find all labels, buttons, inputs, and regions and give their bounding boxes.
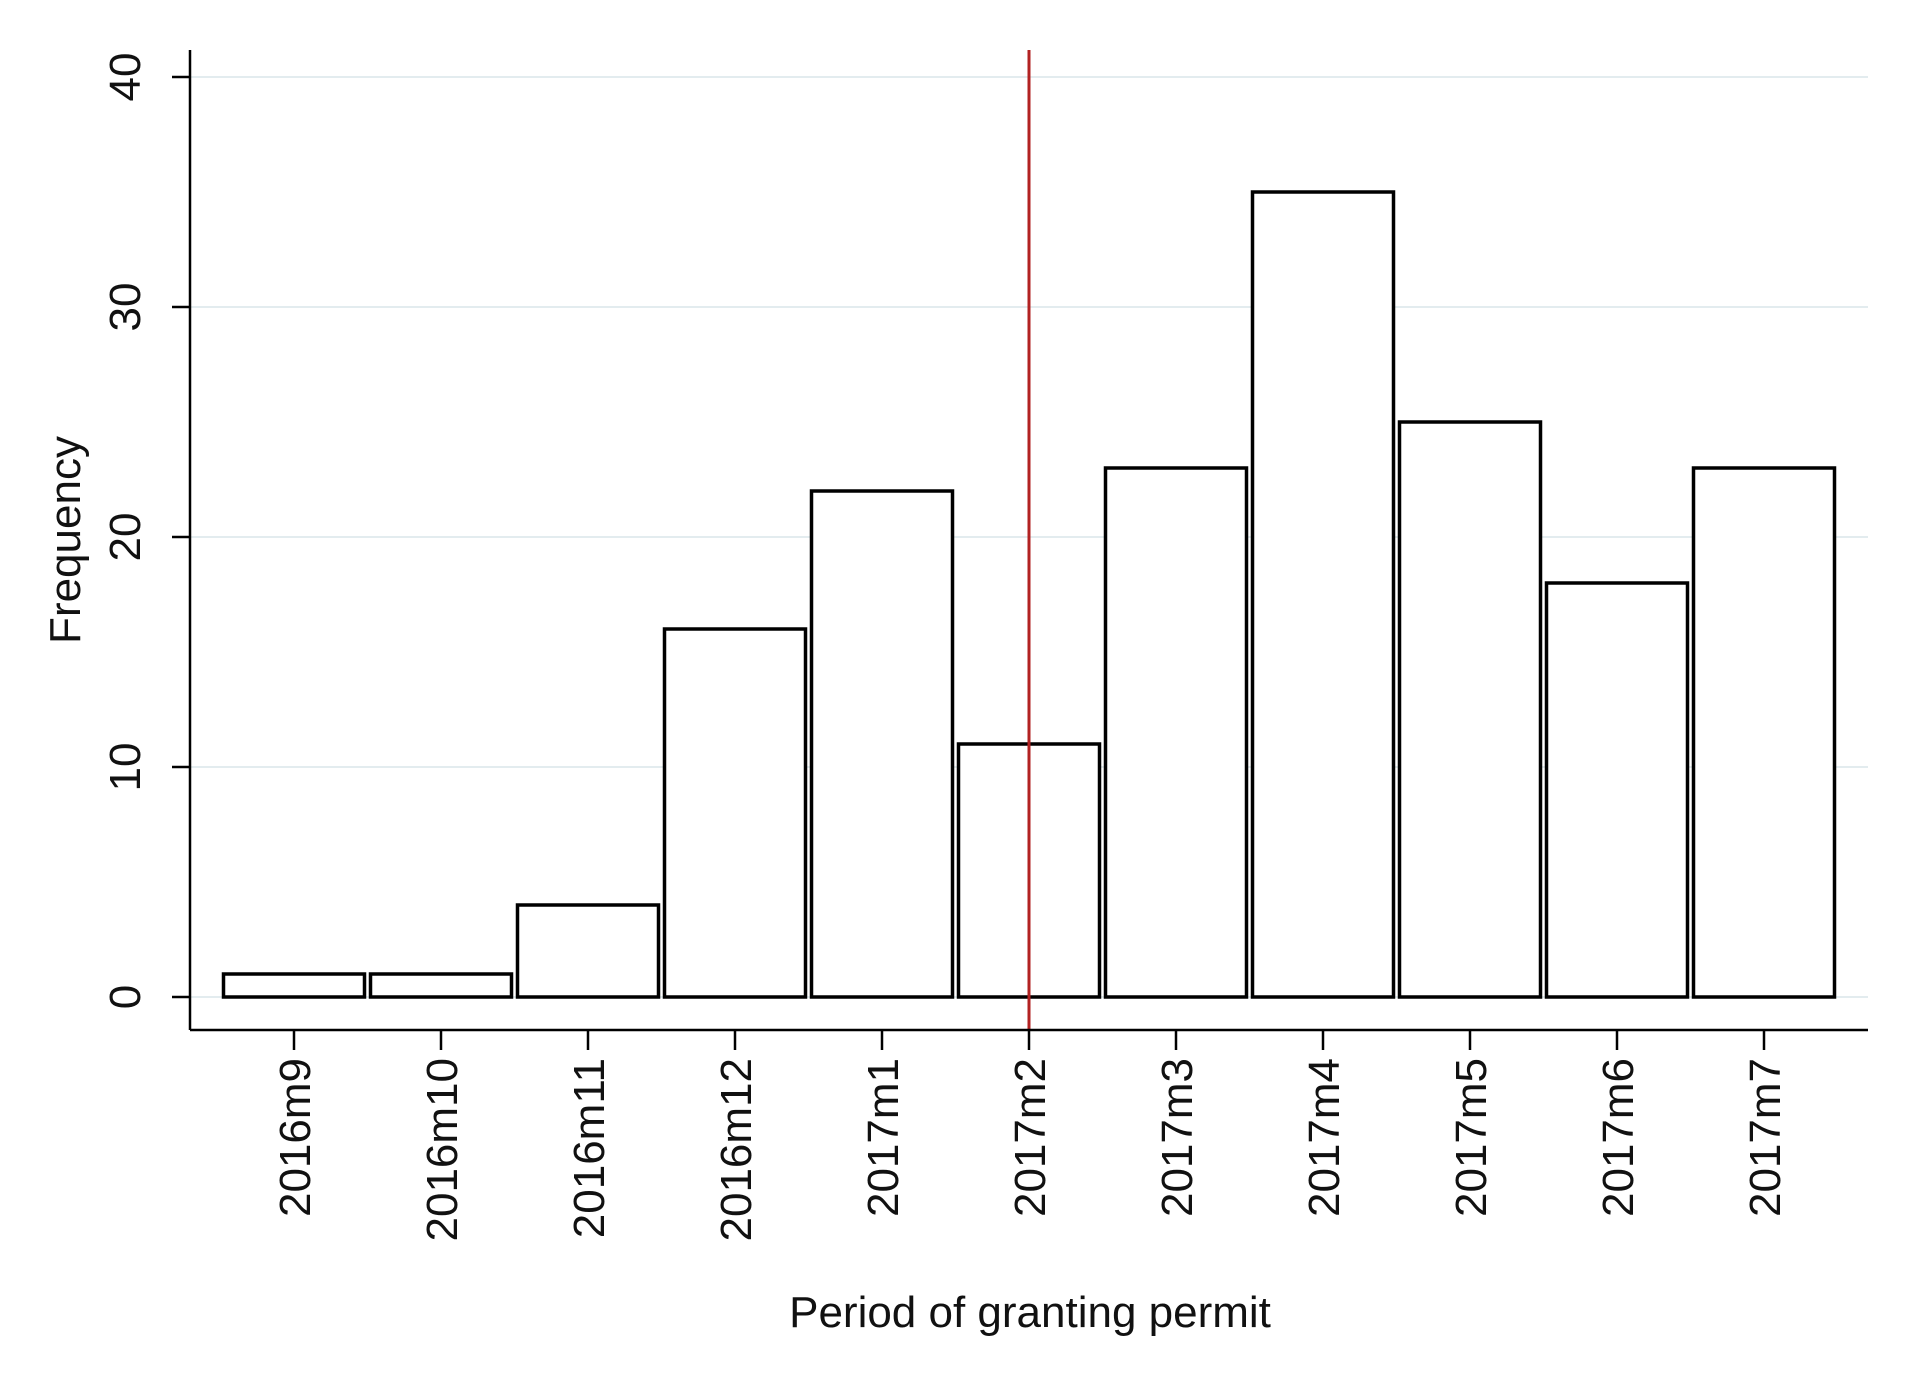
bar-2017m1 xyxy=(809,489,955,999)
x-tick-label-2017m7: 2017m7 xyxy=(1741,1058,1790,1217)
x-tick-label-2017m5: 2017m5 xyxy=(1447,1058,1496,1217)
bar-2017m4 xyxy=(1250,190,1396,999)
bar-2016m11 xyxy=(515,903,661,999)
y-tick-label-30: 30 xyxy=(101,283,150,332)
y-axis-title: Frequency xyxy=(41,436,90,644)
bar-2017m5 xyxy=(1397,420,1543,999)
x-axis-title: Period of granting permit xyxy=(789,1288,1271,1337)
x-tick-label-2016m12: 2016m12 xyxy=(712,1058,761,1241)
bars xyxy=(221,190,1837,999)
bar-2017m7 xyxy=(1691,466,1837,999)
y-tick-label-20: 20 xyxy=(101,513,150,562)
y-axis-ticks: 0 10 20 30 40 xyxy=(101,53,190,1009)
x-tick-label-2017m2: 2017m2 xyxy=(1006,1058,1055,1217)
y-tick-label-0: 0 xyxy=(101,985,150,1009)
x-tick-label-2016m11: 2016m11 xyxy=(565,1058,614,1238)
x-tick-label-2016m10: 2016m10 xyxy=(418,1058,467,1241)
x-tick-label-2017m6: 2017m6 xyxy=(1594,1058,1643,1217)
bar-2017m3 xyxy=(1103,466,1249,999)
bar-2016m12 xyxy=(662,627,808,999)
x-tick-label-2017m4: 2017m4 xyxy=(1300,1058,1349,1217)
x-tick-label-2016m9: 2016m9 xyxy=(271,1058,320,1217)
y-tick-label-10: 10 xyxy=(101,743,150,792)
x-axis-ticks: 2016m9 2016m10 2016m11 2016m12 2017m1 2017m2 2… xyxy=(271,1030,1790,1241)
y-tick-label-40: 40 xyxy=(101,53,150,102)
x-tick-label-2017m3: 2017m3 xyxy=(1153,1058,1202,1217)
bar-2016m9 xyxy=(221,972,367,999)
bar-2017m6 xyxy=(1544,581,1690,999)
x-tick-label-2017m1: 2017m1 xyxy=(859,1058,908,1217)
bar-2016m10 xyxy=(368,972,514,999)
